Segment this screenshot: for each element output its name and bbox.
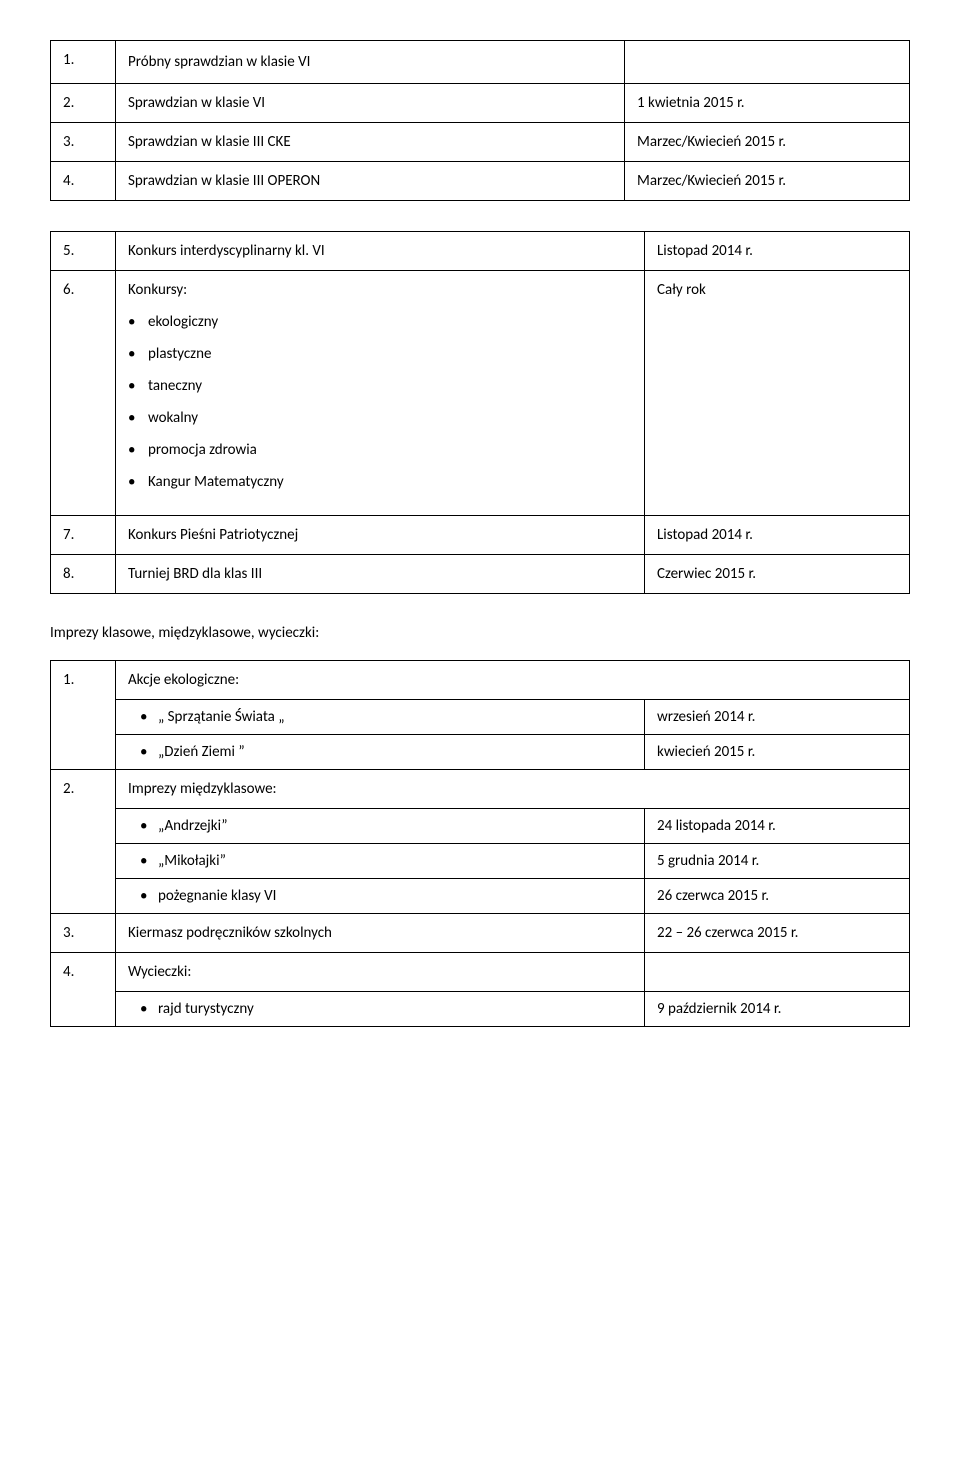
bullet-cell: rajd turystyczny	[116, 992, 645, 1027]
row-date	[645, 953, 910, 992]
row-text: Próbny sprawdzian w klasie VI	[116, 41, 625, 84]
row-num: 2.	[51, 770, 116, 914]
row-date: wrzesień 2014 r.	[645, 700, 910, 735]
bullet-cell: „Andrzejki”	[116, 809, 645, 844]
row-date: 1 kwietnia 2015 r.	[625, 84, 910, 123]
row-date: 9 październik 2014 r.	[645, 992, 910, 1027]
event-item: „Mikołajki”	[158, 852, 632, 870]
row-text: Kiermasz podręczników szkolnych	[116, 914, 645, 953]
row-num: 1.	[51, 661, 116, 770]
row-date: 5 grudnia 2014 r.	[645, 844, 910, 879]
row-text: Wycieczki:	[116, 953, 645, 992]
competition-item: wokalny	[148, 409, 632, 427]
row-text: Konkurs interdyscyplinarny kl. VI	[116, 232, 645, 271]
row-text: Konkurs Pieśni Patriotycznej	[116, 516, 645, 555]
row-date	[625, 41, 910, 84]
bullet-cell: „Dzień Ziemi ”	[116, 735, 645, 770]
event-item: pożegnanie klasy VI	[158, 887, 632, 905]
row-num: 2.	[51, 84, 116, 123]
competitions-table: 5. Konkurs interdyscyplinarny kl. VI Lis…	[50, 231, 910, 594]
row-num: 3.	[51, 123, 116, 162]
event-item: „Andrzejki”	[158, 817, 632, 835]
row-date: 26 czerwca 2015 r.	[645, 879, 910, 914]
competition-item: promocja zdrowia	[148, 441, 632, 459]
competitions-lead: Konkursy:	[128, 281, 187, 299]
row-date: Marzec/Kwiecień 2015 r.	[625, 162, 910, 201]
row-date: 24 listopada 2014 r.	[645, 809, 910, 844]
row-text: Turniej BRD dla klas III	[116, 555, 645, 594]
row-num: 7.	[51, 516, 116, 555]
row-num: 1.	[51, 41, 116, 84]
bullet-cell: pożegnanie klasy VI	[116, 879, 645, 914]
row-text: Imprezy międzyklasowe:	[116, 770, 910, 809]
row-text: Akcje ekologiczne:	[116, 661, 910, 700]
row-date: Listopad 2014 r.	[645, 232, 910, 271]
event-item: rajd turystyczny	[158, 1000, 632, 1018]
competition-item: plastyczne	[148, 345, 632, 363]
row-num: 8.	[51, 555, 116, 594]
row-num: 4.	[51, 953, 116, 1027]
bullet-cell: „Mikołajki”	[116, 844, 645, 879]
row-date: Cały rok	[645, 271, 910, 516]
row-date: Listopad 2014 r.	[645, 516, 910, 555]
row-date: 22 – 26 czerwca 2015 r.	[645, 914, 910, 953]
row-text: Sprawdzian w klasie VI	[116, 84, 625, 123]
row-num: 5.	[51, 232, 116, 271]
event-item: „ Sprzątanie Świata „	[158, 708, 632, 726]
bullet-cell: „ Sprzątanie Świata „	[116, 700, 645, 735]
row-date: Czerwiec 2015 r.	[645, 555, 910, 594]
competitions-cell: Konkursy: ekologiczny plastyczne taneczn…	[116, 271, 645, 516]
event-item: „Dzień Ziemi ”	[158, 743, 632, 761]
row-num: 4.	[51, 162, 116, 201]
row-text: Sprawdzian w klasie III CKE	[116, 123, 625, 162]
row-date: kwiecień 2015 r.	[645, 735, 910, 770]
events-table: 1. Akcje ekologiczne: „ Sprzątanie Świat…	[50, 660, 910, 1027]
competitions-list: ekologiczny plastyczne taneczny wokalny …	[128, 313, 632, 491]
competition-item: ekologiczny	[148, 313, 632, 331]
competition-item: taneczny	[148, 377, 632, 395]
section-heading: Imprezy klasowe, międzyklasowe, wycieczk…	[50, 624, 910, 642]
row-text: Sprawdzian w klasie III OPERON	[116, 162, 625, 201]
row-num: 3.	[51, 914, 116, 953]
row-num: 6.	[51, 271, 116, 516]
exam-schedule-table: 1. Próbny sprawdzian w klasie VI 2. Spra…	[50, 40, 910, 201]
competition-item: Kangur Matematyczny	[148, 473, 632, 491]
row-date: Marzec/Kwiecień 2015 r.	[625, 123, 910, 162]
